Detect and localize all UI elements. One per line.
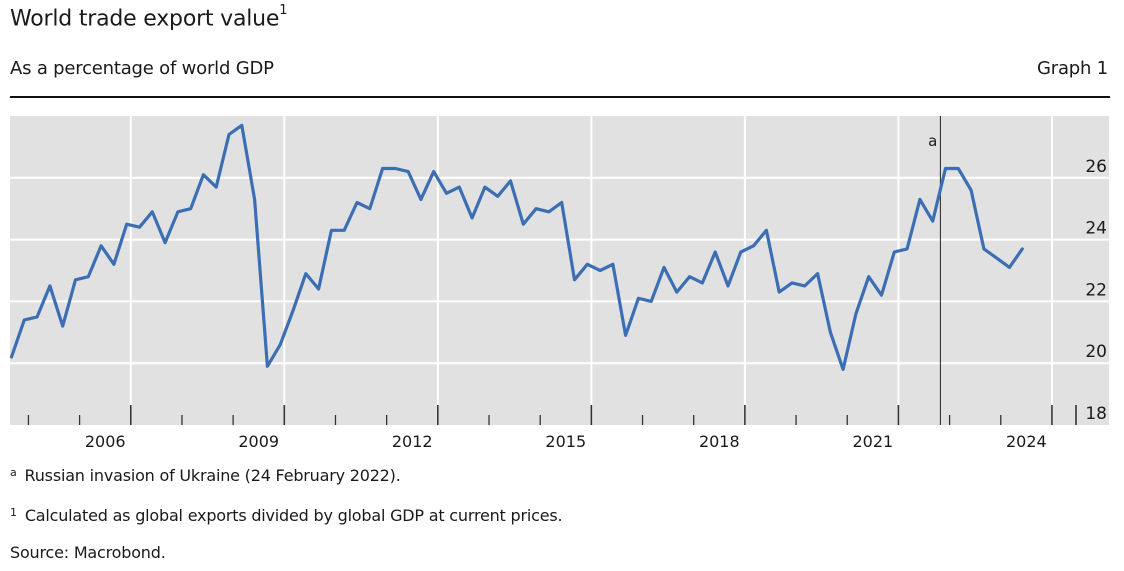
y-tick-label: 24	[1085, 219, 1107, 239]
annotation-layer: a	[928, 116, 941, 425]
x-axis-ticks	[27, 405, 1077, 425]
title-footnote-marker: 1	[279, 3, 288, 18]
footnote-a-text: Russian invasion of Ukraine (24 February…	[24, 466, 401, 485]
chart-title: World trade export value1	[10, 3, 288, 32]
source-note: Source: Macrobond.	[10, 543, 166, 562]
footnote-1: 1 Calculated as global exports divided by…	[10, 506, 563, 525]
x-tick-label: 2024	[1006, 432, 1047, 451]
vertical-gridlines	[129, 116, 1053, 425]
line-chart: a 18 20 22 24 26 2006 2009 2012 2015 2018 2021 202…	[9, 116, 1109, 451]
x-tick-label: 2018	[699, 432, 740, 451]
series-layer	[9, 123, 1024, 371]
y-tick-label: 18	[1085, 404, 1107, 424]
footnote-1-text: Calculated as global exports divided by …	[24, 506, 563, 525]
series-line	[9, 123, 1024, 371]
chart-subtitle: As a percentage of world GDP	[10, 58, 274, 79]
x-tick-label: 2015	[545, 432, 586, 451]
y-axis-labels: 18 20 22 24 26	[1085, 157, 1107, 424]
annotation-label: a	[928, 132, 937, 150]
y-tick-label: 20	[1085, 342, 1107, 362]
x-tick-label: 2021	[852, 432, 893, 451]
header-divider	[10, 96, 1110, 98]
x-axis-labels: 2006 2009 2012 2015 2018 2021 2024	[85, 432, 1047, 451]
x-tick-label: 2006	[85, 432, 126, 451]
footnote-a-marker: a	[10, 466, 17, 479]
x-tick-label: 2012	[392, 432, 433, 451]
chart-title-text: World trade export value	[10, 6, 280, 32]
graph-number-label: Graph 1	[1037, 58, 1108, 79]
plot-background	[10, 116, 1109, 425]
y-tick-label: 22	[1085, 280, 1107, 300]
footnote-1-marker: 1	[10, 506, 17, 519]
y-tick-label: 26	[1085, 157, 1107, 177]
x-tick-label: 2009	[238, 432, 279, 451]
horizontal-gridlines	[10, 176, 1109, 365]
footnote-a: a Russian invasion of Ukraine (24 Februar…	[10, 466, 401, 485]
